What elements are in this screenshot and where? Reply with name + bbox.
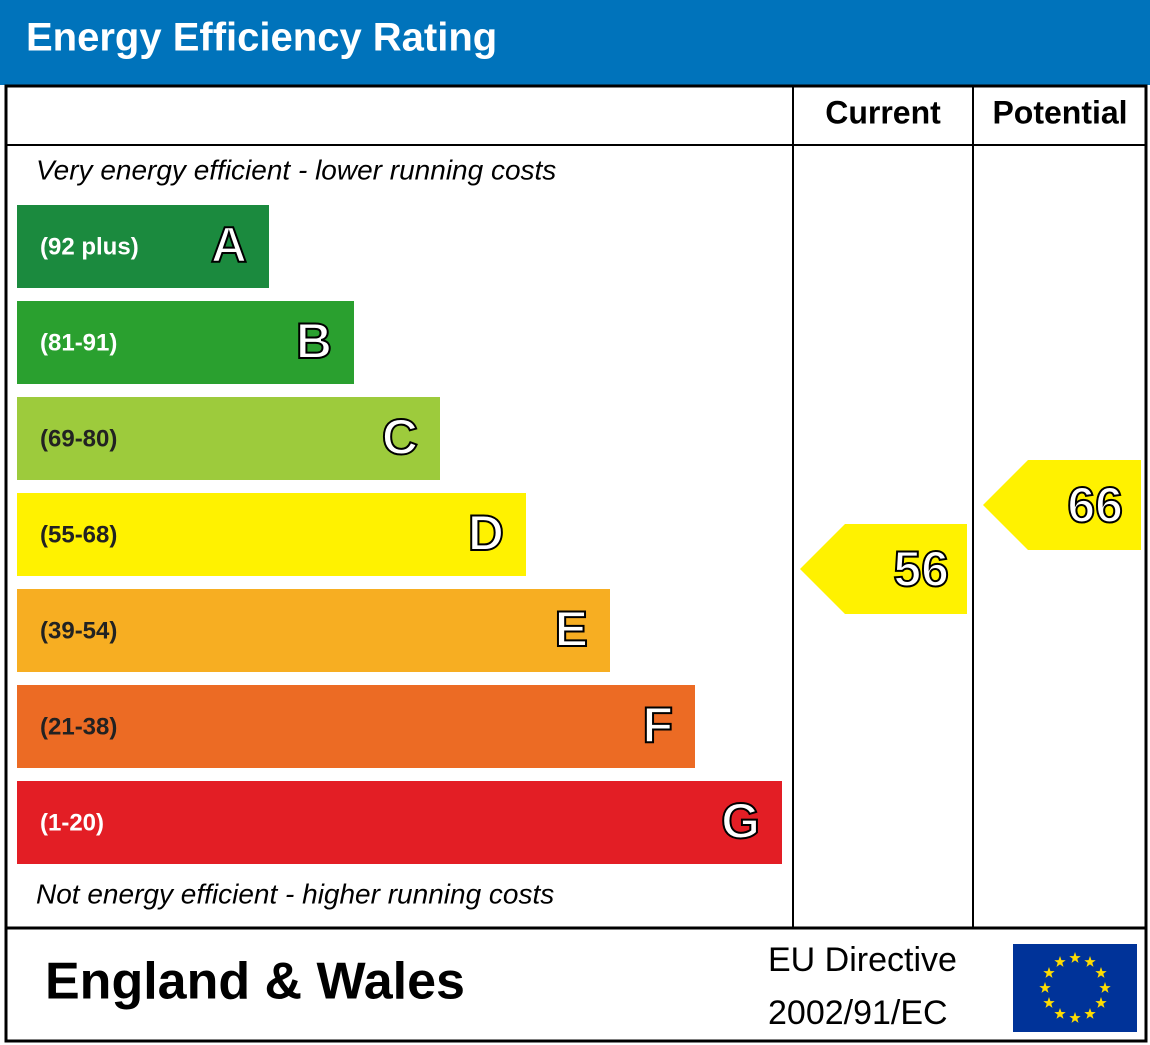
band-letter: E <box>555 601 588 657</box>
band-letter: G <box>721 793 760 849</box>
star <box>1054 956 1066 967</box>
band <box>17 493 526 576</box>
star <box>1095 997 1107 1008</box>
star <box>1084 956 1096 967</box>
star <box>1069 952 1081 963</box>
band-letter: C <box>382 409 418 465</box>
title: Energy Efficiency Rating <box>26 16 497 60</box>
star <box>1043 967 1055 978</box>
star <box>1069 1012 1081 1023</box>
band-letter: B <box>296 313 332 369</box>
band <box>17 589 610 672</box>
rating-value: 56 <box>893 541 949 597</box>
band-range: (69-80) <box>40 425 117 452</box>
directive: EU Directive <box>768 941 957 979</box>
region: England & Wales <box>45 953 465 1011</box>
band-letter: F <box>642 697 673 753</box>
column-header: Potential <box>992 94 1127 130</box>
top-note: Very energy efficient - lower running co… <box>36 154 556 185</box>
band-range: (92 plus) <box>40 233 139 260</box>
rating-pointer <box>800 524 967 614</box>
bottom-note: Not energy efficient - higher running co… <box>36 878 554 909</box>
star <box>1095 967 1107 978</box>
star <box>1084 1008 1096 1019</box>
star <box>1039 982 1051 993</box>
column-header: Current <box>825 94 941 130</box>
frame <box>4 84 1148 1043</box>
star <box>1043 997 1055 1008</box>
rating-value: 66 <box>1067 477 1123 533</box>
band <box>17 685 695 768</box>
eu-flag <box>1013 944 1137 1032</box>
band <box>17 301 354 384</box>
band-letter: A <box>211 217 247 273</box>
title-bar <box>0 0 1150 85</box>
band-letter: D <box>468 505 504 561</box>
band <box>17 205 269 288</box>
band <box>17 781 782 864</box>
band-range: (21-38) <box>40 713 117 740</box>
band-range: (1-20) <box>40 809 104 836</box>
star <box>1099 982 1111 993</box>
band-range: (81-91) <box>40 329 117 356</box>
rating-pointer <box>983 460 1141 550</box>
band <box>17 397 440 480</box>
band-range: (55-68) <box>40 521 117 548</box>
star <box>1054 1008 1066 1019</box>
band-range: (39-54) <box>40 617 117 644</box>
directive: 2002/91/EC <box>768 994 948 1032</box>
